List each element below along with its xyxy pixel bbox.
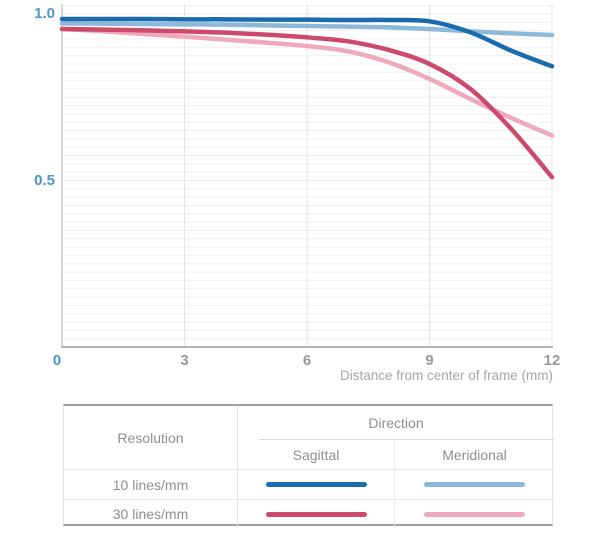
x-axis-title: Distance from center of frame (mm) — [339, 368, 553, 383]
legend-cell-10-sagittal — [238, 469, 394, 499]
gridlines — [62, 4, 553, 347]
y-tick-label: 0.5 — [34, 171, 55, 189]
legend-header-meridional: Meridional — [394, 440, 554, 469]
legend-swatch-10-meridional — [424, 482, 525, 487]
legend-row-30-label: 30 lines/mm — [64, 499, 238, 528]
legend-swatch-30-sagittal — [265, 511, 367, 517]
legend-swatch-30-meridional — [424, 511, 525, 517]
curve-10-sagittal — [59, 16, 555, 69]
legend-header-direction: Direction — [238, 406, 554, 440]
chart-canvas — [59, 4, 555, 348]
x-tick-label: 9 — [425, 352, 434, 369]
legend-header-direction-label: Direction — [368, 415, 424, 431]
legend-header-sagittal: Sagittal — [292, 446, 340, 463]
x-tick-label: 12 — [543, 352, 561, 369]
legend-cell-10-meridional — [394, 469, 554, 499]
legend-header-resolution: Resolution — [64, 406, 238, 469]
legend-table: Resolution Direction Sagittal Meridional… — [63, 404, 554, 528]
x-tick-label: 3 — [180, 352, 189, 369]
legend-swatch-10-sagittal — [265, 482, 367, 487]
curve-30-sagittal — [59, 26, 555, 180]
direction-underline — [259, 439, 554, 440]
legend-row-10-label: 10 lines/mm — [64, 469, 238, 499]
x-tick-label: 0 — [52, 352, 62, 369]
legend-cell-30-meridional — [394, 499, 554, 528]
x-tick-label: 6 — [302, 352, 312, 369]
curve-30-meridional — [59, 26, 555, 138]
legend-cell-30-sagittal — [238, 499, 394, 528]
y-tick-label: 1.0 — [34, 5, 55, 22]
